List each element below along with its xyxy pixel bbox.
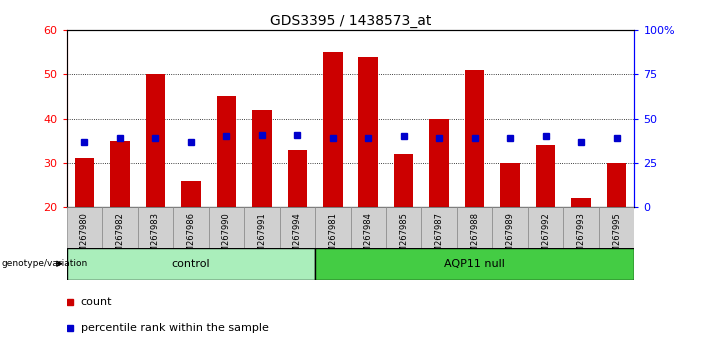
Text: control: control	[172, 259, 210, 269]
Bar	[181, 181, 200, 207]
Bar	[350, 207, 386, 248]
Text: percentile rank within the sample: percentile rank within the sample	[81, 323, 268, 333]
Bar	[599, 207, 634, 248]
Text: GSM267990: GSM267990	[222, 212, 231, 263]
Bar	[501, 163, 520, 207]
Text: GSM267994: GSM267994	[293, 212, 301, 263]
Bar	[315, 207, 350, 248]
Text: count: count	[81, 297, 112, 307]
Bar	[315, 248, 634, 280]
Bar	[323, 52, 343, 207]
Bar	[607, 163, 627, 207]
Text: GSM267992: GSM267992	[541, 212, 550, 263]
Bar	[358, 57, 378, 207]
Bar	[74, 159, 94, 207]
Text: GSM267989: GSM267989	[505, 212, 515, 263]
Text: GSM267986: GSM267986	[186, 212, 196, 263]
Text: GSM267982: GSM267982	[116, 212, 124, 263]
Text: GSM267987: GSM267987	[435, 212, 444, 263]
Bar	[110, 141, 130, 207]
Bar	[465, 70, 484, 207]
Bar	[528, 207, 564, 248]
Bar	[137, 207, 173, 248]
Text: GSM267988: GSM267988	[470, 212, 479, 263]
Bar	[394, 154, 414, 207]
Bar	[209, 207, 244, 248]
Bar	[244, 207, 280, 248]
Bar	[217, 96, 236, 207]
Text: GSM267981: GSM267981	[328, 212, 337, 263]
Text: GSM267984: GSM267984	[364, 212, 373, 263]
Title: GDS3395 / 1438573_at: GDS3395 / 1438573_at	[270, 14, 431, 28]
Text: AQP11 null: AQP11 null	[444, 259, 505, 269]
Bar	[386, 207, 421, 248]
Bar	[536, 145, 555, 207]
Bar	[421, 207, 457, 248]
Bar	[571, 198, 591, 207]
Bar	[67, 207, 102, 248]
Bar	[252, 110, 271, 207]
Bar	[146, 74, 165, 207]
Text: GSM267993: GSM267993	[577, 212, 585, 263]
Text: GSM267985: GSM267985	[400, 212, 408, 263]
Bar	[287, 149, 307, 207]
Bar	[430, 119, 449, 207]
Bar	[67, 248, 315, 280]
Text: genotype/variation: genotype/variation	[1, 259, 88, 268]
Text: GSM267983: GSM267983	[151, 212, 160, 263]
Bar	[280, 207, 315, 248]
Bar	[492, 207, 528, 248]
Text: GSM267991: GSM267991	[257, 212, 266, 263]
Text: GSM267995: GSM267995	[612, 212, 621, 263]
Bar	[102, 207, 137, 248]
Text: GSM267980: GSM267980	[80, 212, 89, 263]
Bar	[173, 207, 209, 248]
Bar	[564, 207, 599, 248]
Bar	[457, 207, 492, 248]
